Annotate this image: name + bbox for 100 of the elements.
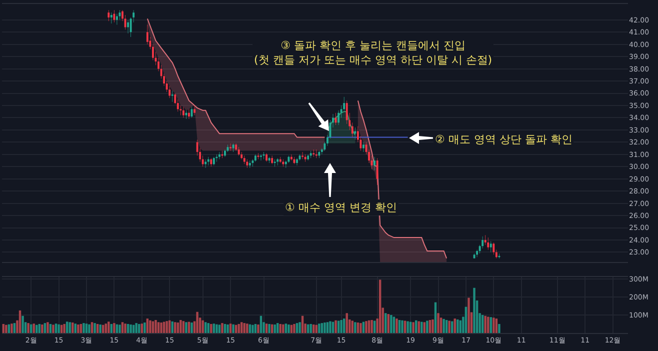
- bar: [221, 323, 224, 333]
- bar: [108, 322, 110, 333]
- bar: [495, 318, 498, 333]
- bar: [96, 324, 99, 333]
- bar: [218, 324, 221, 333]
- annotation: ② 매도 영역 상단 돌파 확인: [435, 133, 572, 146]
- bar: [354, 322, 356, 333]
- candlestick: [204, 159, 207, 168]
- bar: [140, 324, 143, 333]
- bar: [481, 314, 484, 333]
- bar: [130, 324, 132, 333]
- bar: [293, 324, 296, 333]
- bar: [10, 324, 13, 333]
- bar: [180, 320, 182, 333]
- bar: [126, 324, 130, 333]
- bar: [268, 324, 270, 333]
- bar: [492, 318, 495, 333]
- bar: [448, 320, 450, 333]
- bar: [190, 322, 193, 333]
- bar: [342, 318, 346, 333]
- bar: [298, 322, 301, 333]
- bar: [82, 323, 85, 333]
- annotation: ③ 돌파 확인 후 눌리는 캔들에서 진입 (첫 캔들 저가 또는 매수 영역 하단 이탈 시 손절): [254, 39, 492, 66]
- bar: [160, 322, 162, 333]
- bar: [312, 324, 315, 333]
- bar: [279, 324, 282, 333]
- bar: [32, 324, 35, 333]
- bar: [329, 321, 332, 333]
- bar: [370, 320, 373, 333]
- bar: [182, 321, 185, 333]
- bar: [320, 323, 324, 333]
- bar: [282, 324, 284, 333]
- bar: [135, 323, 138, 333]
- bar: [240, 322, 243, 333]
- bar: [390, 314, 392, 333]
- bar: [226, 324, 229, 333]
- bar: [46, 322, 49, 333]
- bar: [185, 322, 188, 333]
- bar: [324, 322, 326, 333]
- candlestick: [110, 12, 112, 24]
- bar: [296, 323, 298, 333]
- bar: [406, 321, 409, 333]
- bar: [284, 324, 288, 333]
- bar: [63, 324, 66, 333]
- candlestick: [310, 150, 312, 158]
- bar: [166, 321, 168, 333]
- bar: [88, 324, 90, 333]
- candlestick: [218, 152, 220, 160]
- bar: [54, 324, 58, 333]
- bar: [204, 322, 207, 333]
- bar: [487, 316, 490, 333]
- bar: [420, 322, 423, 333]
- bar: [138, 324, 140, 333]
- bar: [254, 324, 257, 333]
- bar: [238, 324, 240, 333]
- bar: [456, 319, 459, 333]
- bar: [340, 320, 342, 333]
- bar: [121, 322, 124, 333]
- bar: [49, 324, 52, 333]
- bar: [207, 323, 210, 333]
- bar: [396, 318, 398, 333]
- bar: [118, 324, 121, 333]
- annotation: ① 매수 영역 변경 확인: [285, 201, 397, 214]
- bar: [334, 320, 337, 333]
- bar: [484, 316, 486, 333]
- bar: [265, 324, 268, 333]
- bar: [22, 316, 24, 333]
- bar: [401, 320, 404, 333]
- candlestick: [312, 150, 315, 157]
- bar: [490, 317, 492, 333]
- bar: [52, 324, 54, 333]
- bar: [77, 324, 80, 333]
- bar: [154, 320, 157, 333]
- bar: [432, 319, 434, 333]
- bar: [384, 313, 387, 333]
- bar: [454, 318, 456, 333]
- bar: [346, 313, 348, 333]
- bar: [171, 321, 174, 333]
- bar: [27, 323, 30, 333]
- bar: [426, 320, 428, 333]
- bar: [326, 322, 329, 333]
- bar: [66, 322, 68, 333]
- bar: [5, 324, 8, 333]
- bar: [246, 324, 248, 333]
- bar: [442, 318, 445, 333]
- bar: [113, 323, 116, 333]
- candlestick: [185, 110, 188, 119]
- bar: [58, 324, 60, 333]
- candlestick: [248, 160, 251, 168]
- bar: [80, 324, 82, 333]
- bar: [337, 320, 340, 333]
- bar: [288, 324, 290, 333]
- bar: [202, 320, 204, 333]
- bar: [74, 324, 77, 333]
- bar: [468, 298, 470, 333]
- bar: [149, 320, 152, 333]
- bar: [104, 324, 107, 333]
- bar: [124, 324, 126, 333]
- bar: [445, 320, 448, 333]
- bar: [110, 324, 113, 333]
